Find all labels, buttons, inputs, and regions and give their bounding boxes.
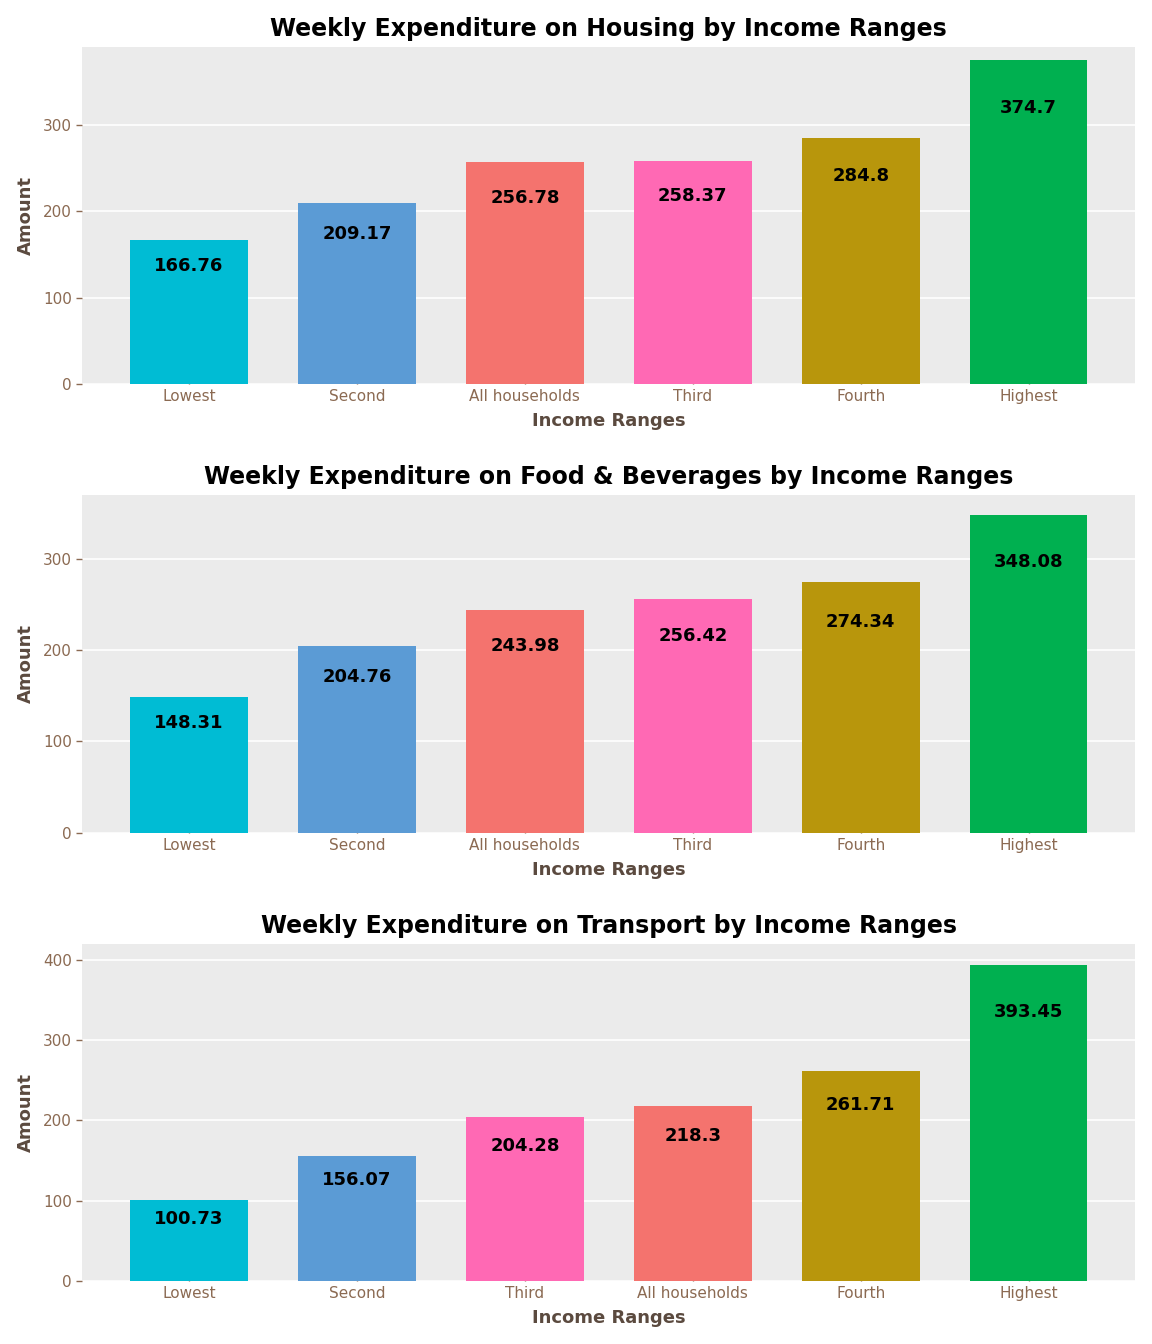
Text: 204.76: 204.76	[323, 668, 392, 687]
Bar	[467, 1117, 584, 1281]
Bar	[970, 60, 1087, 384]
Text: 218.3: 218.3	[665, 1126, 721, 1145]
Text: 148.31: 148.31	[154, 714, 223, 731]
Title: Weekly Expenditure on Housing by Income Ranges: Weekly Expenditure on Housing by Income …	[271, 16, 947, 40]
Y-axis label: Amount: Amount	[16, 1073, 35, 1152]
X-axis label: Income Ranges: Income Ranges	[532, 1309, 685, 1328]
Bar	[467, 163, 584, 384]
Bar	[802, 582, 919, 833]
X-axis label: Income Ranges: Income Ranges	[532, 413, 685, 430]
Text: 274.34: 274.34	[826, 613, 895, 630]
Title: Weekly Expenditure on Food & Beverages by Income Ranges: Weekly Expenditure on Food & Beverages b…	[204, 465, 1014, 489]
Y-axis label: Amount: Amount	[16, 625, 35, 703]
Title: Weekly Expenditure on Transport by Income Ranges: Weekly Expenditure on Transport by Incom…	[260, 914, 957, 938]
Bar	[634, 161, 751, 384]
X-axis label: Income Ranges: Income Ranges	[532, 862, 685, 879]
Text: 243.98: 243.98	[490, 637, 560, 655]
Bar	[970, 965, 1087, 1281]
Text: 258.37: 258.37	[658, 188, 728, 206]
Bar	[130, 241, 248, 384]
Text: 393.45: 393.45	[994, 1003, 1063, 1021]
Text: 204.28: 204.28	[490, 1137, 560, 1154]
Bar	[970, 515, 1087, 833]
Bar	[802, 1071, 919, 1281]
Bar	[130, 1200, 248, 1281]
Bar	[298, 646, 416, 833]
Bar	[634, 599, 751, 833]
Text: 284.8: 284.8	[832, 168, 889, 185]
Text: 261.71: 261.71	[826, 1097, 895, 1114]
Text: 209.17: 209.17	[323, 224, 392, 243]
Y-axis label: Amount: Amount	[16, 176, 35, 255]
Bar	[634, 1106, 751, 1281]
Bar	[802, 138, 919, 384]
Text: 256.42: 256.42	[658, 626, 728, 645]
Text: 256.78: 256.78	[490, 188, 560, 207]
Text: 100.73: 100.73	[154, 1210, 223, 1228]
Bar	[467, 610, 584, 833]
Bar	[298, 1156, 416, 1281]
Bar	[130, 698, 248, 833]
Text: 348.08: 348.08	[994, 554, 1063, 571]
Text: 374.7: 374.7	[1000, 99, 1058, 117]
Text: 156.07: 156.07	[323, 1171, 392, 1189]
Bar	[298, 203, 416, 384]
Text: 166.76: 166.76	[154, 257, 223, 276]
